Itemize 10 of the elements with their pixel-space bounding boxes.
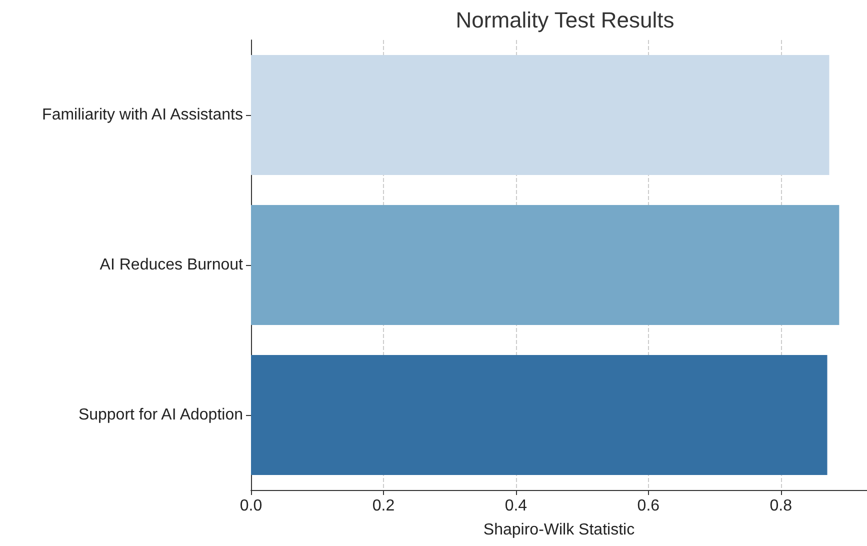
chart-title: Normality Test Results xyxy=(456,8,674,32)
x-tick-label: 0.0 xyxy=(240,498,262,514)
x-tick-label: 0.6 xyxy=(637,498,660,514)
x-tick-label: 0.4 xyxy=(504,498,528,514)
x-axis-title: Shapiro-Wilk Statistic xyxy=(483,522,635,538)
y-tick-label: AI Reduces Burnout xyxy=(100,256,244,274)
y-tick-label: Familiarity with AI Assistants xyxy=(42,106,243,124)
x-tick-label: 0.2 xyxy=(372,498,395,514)
x-tick-label: 0.8 xyxy=(770,498,792,514)
y-tick-label: Support for AI Adoption xyxy=(78,406,243,424)
